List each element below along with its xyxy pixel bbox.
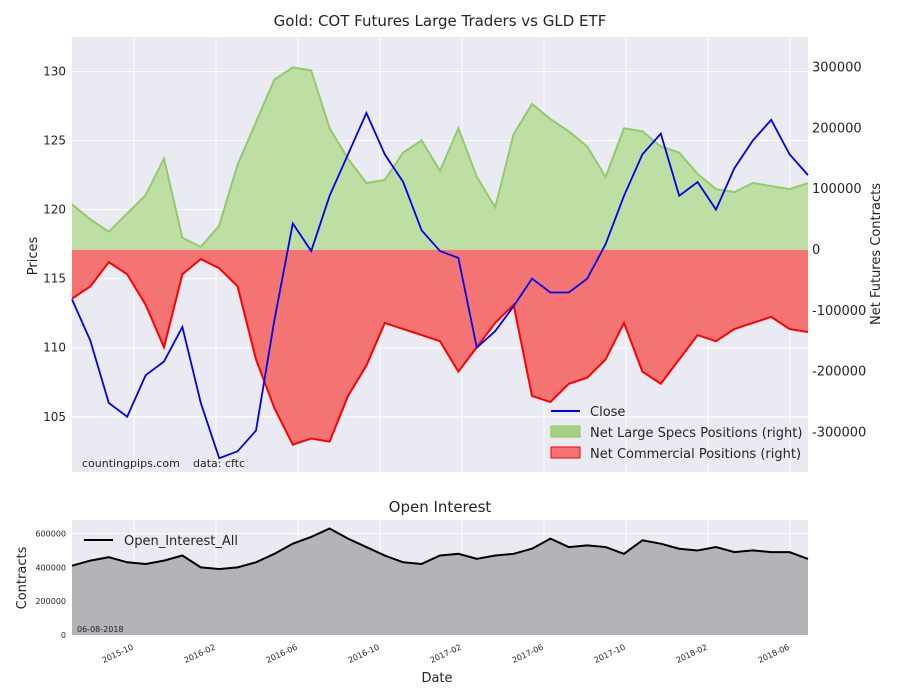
bottom-title: Open Interest xyxy=(389,498,492,516)
open-interest-area xyxy=(72,528,808,635)
right-axis-label: Net Futures Contracts xyxy=(869,183,884,325)
left-axis-label: Prices xyxy=(26,237,41,276)
bottom-x-tick-label: 2016-06 xyxy=(265,643,299,665)
legend-label-open-interest: Open_Interest_All xyxy=(124,534,238,549)
chart-title: Gold: COT Futures Large Traders vs GLD E… xyxy=(274,12,607,30)
legend-label-close: Close xyxy=(590,405,625,420)
bottom-legend: Open_Interest_All xyxy=(84,534,238,549)
commercial-line xyxy=(71,257,809,446)
top-right-tick-label: -300000 xyxy=(812,425,866,440)
top-right-tick-label: 300000 xyxy=(812,60,862,75)
specs-area xyxy=(72,67,808,250)
bottom-x-tick-label: 2018-06 xyxy=(757,643,791,665)
top-left-tick-label: 130 xyxy=(43,65,66,79)
legend-label-specs: Net Large Specs Positions (right) xyxy=(590,426,802,441)
top-left-tick-label: 105 xyxy=(43,410,66,424)
legend-swatch-specs xyxy=(550,425,581,438)
bottom-y-label: Contracts xyxy=(15,546,30,609)
bottom-x-tick-label: 2017-10 xyxy=(593,643,627,665)
data-note: data: cftc xyxy=(193,457,245,470)
top-right-tick-label: -100000 xyxy=(812,304,866,319)
bottom-y-tick-label: 0 xyxy=(61,631,66,640)
source-note: countingpips.com xyxy=(82,457,180,470)
top-legend: Close Net Large Specs Positions (right) … xyxy=(550,405,802,462)
bottom-left-axis-ticks: 0 200000 400000 600000 xyxy=(35,530,66,640)
bottom-x-tick-label: 2015-10 xyxy=(101,643,135,665)
top-left-tick-label: 115 xyxy=(43,272,66,286)
bottom-x-tick-label: 2017-06 xyxy=(511,643,545,665)
specs-line xyxy=(71,66,809,249)
legend-label-commercial: Net Commercial Positions (right) xyxy=(590,447,801,462)
open-interest-line xyxy=(71,527,809,571)
top-right-tick-label: 200000 xyxy=(812,121,862,136)
close-line xyxy=(71,110,809,460)
bottom-x-tick-label: 2018-02 xyxy=(675,643,709,665)
bottom-x-tick-label: 2016-10 xyxy=(347,643,381,665)
top-series xyxy=(71,66,809,460)
top-right-axis-ticks: -300000 -200000 -100000 0 100000 200000 300000 xyxy=(812,60,866,440)
top-right-tick-label: 100000 xyxy=(812,182,862,197)
bottom-x-tick-label: 2017-02 xyxy=(429,643,463,665)
top-left-tick-label: 110 xyxy=(43,341,66,355)
top-right-tick-label: 0 xyxy=(812,243,820,258)
bottom-y-tick-label: 200000 xyxy=(35,597,66,606)
bottom-y-tick-label: 600000 xyxy=(35,530,66,539)
bottom-x-label: Date xyxy=(421,671,452,686)
bottom-x-tick-label: 2016-02 xyxy=(183,643,217,665)
legend-swatch-commercial xyxy=(550,446,581,459)
commercial-area xyxy=(72,249,808,445)
top-left-axis-ticks: 105 110 115 120 125 130 xyxy=(43,65,66,424)
bottom-x-axis-ticks: 2015-10 2016-02 2016-06 2016-10 2017-02 2017-… xyxy=(101,643,791,665)
bottom-date-note: 06-08-2018 xyxy=(77,625,124,634)
top-right-tick-label: -200000 xyxy=(812,365,866,380)
bottom-series xyxy=(71,527,809,635)
bottom-y-tick-label: 400000 xyxy=(35,563,66,572)
top-left-tick-label: 120 xyxy=(43,203,66,217)
top-left-tick-label: 125 xyxy=(43,134,66,148)
